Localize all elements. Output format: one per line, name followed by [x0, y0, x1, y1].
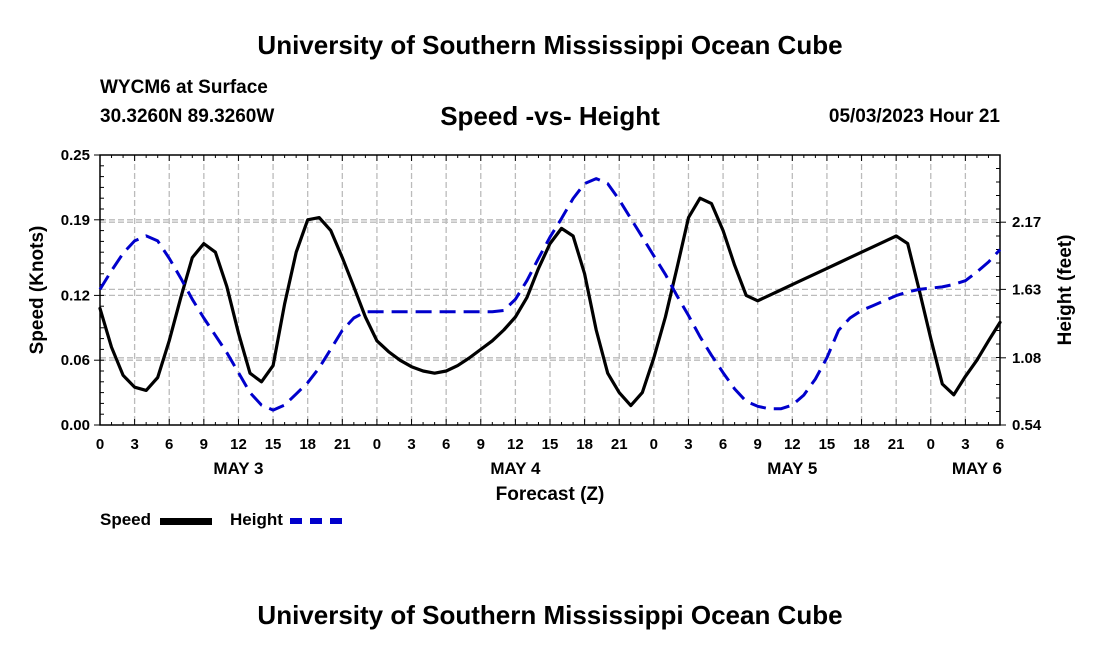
- series-line-height: [98, 177, 1002, 412]
- x-tick-label: 21: [888, 436, 905, 453]
- legend-height-label: Height: [230, 510, 283, 529]
- y-tick-label: 0.00: [61, 417, 90, 434]
- y-tick-label: 0.12: [61, 287, 90, 304]
- y2-tick-label: 1.63: [1012, 281, 1041, 298]
- y2-tick-label: 1.08: [1012, 350, 1041, 367]
- x-tick-label: 9: [200, 436, 208, 453]
- day-label: MAY 4: [490, 459, 541, 478]
- x-tick-label: 15: [819, 436, 836, 453]
- x-tick-label: 6: [996, 436, 1004, 453]
- y-axis-label: Speed (Knots): [27, 226, 48, 355]
- day-label: MAY 6: [952, 459, 1002, 478]
- x-tick-label: 3: [684, 436, 692, 453]
- day-label: MAY 5: [767, 459, 817, 478]
- x-axis-label: Forecast (Z): [496, 484, 605, 505]
- footer-title: University of Southern Mississippi Ocean…: [257, 600, 843, 630]
- x-tick-label: 3: [961, 436, 969, 453]
- series-line-speed: [98, 196, 1002, 408]
- x-tick-label: 0: [650, 436, 658, 453]
- x-tick-label: 9: [477, 436, 485, 453]
- x-tick-label: 21: [334, 436, 351, 453]
- forecast-datetime: 05/03/2023 Hour 21: [828, 106, 1000, 127]
- y-tick-label: 0.25: [61, 147, 90, 164]
- x-tick-label: 12: [230, 436, 247, 453]
- day-label: MAY 3: [213, 459, 263, 478]
- x-tick-label: 18: [576, 436, 593, 453]
- x-tick-label: 3: [407, 436, 415, 453]
- y2-tick-label: 2.17: [1012, 214, 1041, 231]
- station-name: WYCM6 at Surface: [100, 77, 268, 98]
- x-tick-label: 9: [754, 436, 762, 453]
- x-tick-label: 6: [442, 436, 450, 453]
- legend-speed-label: Speed: [100, 510, 152, 529]
- x-tick-label: 15: [265, 436, 282, 453]
- x-tick-label: 0: [96, 436, 104, 453]
- legend-height-swatch: [290, 518, 342, 524]
- chart-title: Speed -vs- Height: [440, 101, 660, 131]
- y-tick-label: 0.06: [61, 352, 90, 369]
- y2-axis-label: Height (feet): [1055, 235, 1076, 346]
- y-tick-label: 0.19: [61, 212, 90, 229]
- x-tick-label: 6: [719, 436, 727, 453]
- x-tick-label: 0: [927, 436, 935, 453]
- x-tick-label: 3: [130, 436, 138, 453]
- page-title: University of Southern Mississippi Ocean…: [257, 30, 843, 60]
- x-tick-label: 0: [373, 436, 381, 453]
- legend-speed-swatch: [160, 518, 212, 525]
- x-tick-label: 18: [299, 436, 316, 453]
- x-tick-label: 15: [542, 436, 559, 453]
- x-tick-label: 12: [507, 436, 524, 453]
- station-coordinates: 30.3260N 89.3260W: [100, 106, 275, 127]
- x-tick-label: 18: [853, 436, 870, 453]
- x-tick-label: 6: [165, 436, 173, 453]
- x-tick-label: 12: [784, 436, 801, 453]
- y2-tick-label: 0.54: [1012, 417, 1042, 434]
- x-tick-label: 21: [611, 436, 628, 453]
